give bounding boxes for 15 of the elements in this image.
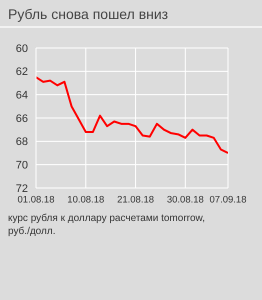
y-tick-label: 68 — [16, 136, 28, 148]
x-tick-label: 30.08.18 — [166, 194, 204, 206]
y-tick-label: 70 — [16, 160, 28, 172]
x-tick-label: 07.09.18 — [210, 194, 246, 206]
y-tick-label: 64 — [16, 90, 28, 102]
y-tick-label: 72 — [16, 182, 28, 195]
x-tick-label: 01.08.18 — [18, 194, 54, 206]
y-tick-label: 66 — [16, 112, 28, 125]
x-tick-label: 10.08.18 — [67, 194, 104, 206]
x-tick-label: 21.08.18 — [117, 194, 154, 206]
y-tick-label: 62 — [16, 66, 28, 78]
line-series — [36, 76, 228, 154]
text: курс рубля к доллару расчетами tomorrow, руб./долл. — [8, 212, 206, 238]
y-tick-label: 60 — [16, 42, 28, 55]
chart-title: Рубль снова пошел вниз — [8, 6, 168, 22]
